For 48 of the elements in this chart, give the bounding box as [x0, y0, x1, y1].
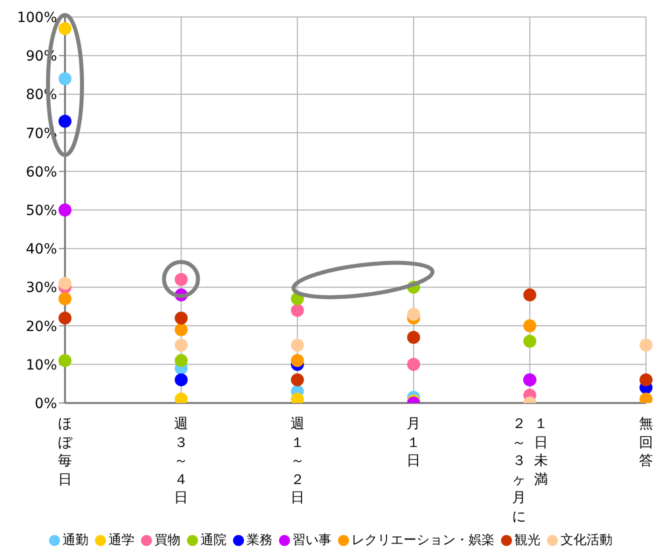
- point: [523, 288, 536, 302]
- point: [58, 22, 72, 36]
- point: [174, 373, 188, 386]
- legend-label: 買物: [154, 532, 180, 549]
- point: [290, 373, 304, 386]
- point: [58, 276, 72, 290]
- x-tick-label: 月１日: [406, 415, 422, 471]
- point: [58, 72, 72, 86]
- legend-label: 通院: [200, 532, 226, 549]
- legend-label: 業務: [246, 532, 272, 549]
- point: [58, 292, 72, 306]
- point: [290, 338, 304, 352]
- point: [174, 338, 188, 352]
- point: [640, 373, 652, 386]
- y-tick-label: 30%: [26, 280, 57, 296]
- x-tick-label: 無回答: [638, 415, 654, 471]
- point: [174, 312, 188, 325]
- y-tick-label: 100%: [16, 10, 57, 26]
- point: [290, 304, 304, 317]
- legend-label: 通学: [108, 532, 134, 549]
- legend-label: レクリエーション・娯楽: [352, 532, 494, 549]
- point: [174, 323, 188, 336]
- category-label: ２～３ヶ月に１日未満: [512, 416, 548, 524]
- y-tick-label: 10%: [26, 357, 57, 374]
- point: [407, 358, 420, 371]
- point: [523, 334, 536, 348]
- x-tick-label: ほぼ毎日: [57, 415, 73, 490]
- point: [290, 354, 304, 368]
- x-tick-label: 週３～４日: [173, 415, 190, 508]
- point: [640, 338, 652, 352]
- y-tick-label: 40%: [26, 242, 57, 258]
- legend-label: 文化活動: [560, 532, 612, 549]
- y-tick-label: 60%: [26, 164, 57, 180]
- x-tick-label: 週１～２日: [289, 415, 306, 508]
- point: [407, 308, 420, 321]
- point: [58, 204, 72, 216]
- point: [407, 330, 420, 344]
- point: [58, 114, 72, 128]
- legend-label: 通勤: [62, 532, 88, 549]
- point: [58, 312, 72, 325]
- legend-label: 習い事: [292, 532, 332, 549]
- point: [174, 354, 188, 368]
- y-tick-label: 0%: [34, 396, 57, 412]
- y-tick-label: 20%: [26, 318, 57, 335]
- y-tick-label: 50%: [26, 202, 57, 219]
- point: [523, 319, 536, 332]
- legend-label: 観光: [514, 532, 540, 549]
- point: [58, 354, 72, 368]
